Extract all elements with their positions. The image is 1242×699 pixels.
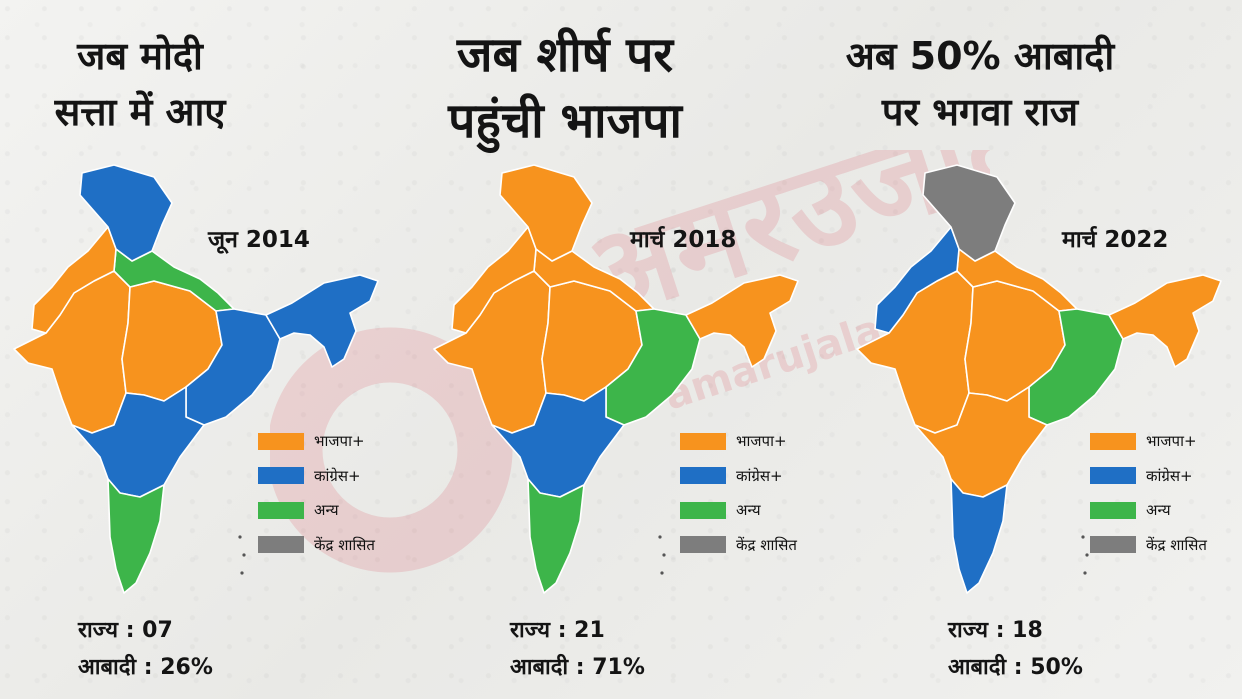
legend-swatch [258, 501, 304, 519]
map-island-marker [238, 535, 242, 539]
legend-swatch [680, 501, 726, 519]
map-region-northwest [31, 226, 117, 334]
map-island-marker [240, 571, 244, 575]
legend-swatch [680, 432, 726, 450]
panel-1-heading-line-2: सत्ता में आए [54, 90, 226, 134]
map-island-marker [1083, 571, 1087, 575]
panel-1-states-count: राज्य : 07 [78, 618, 173, 643]
legend-swatch [258, 432, 304, 450]
legend-label: अन्य [736, 501, 761, 520]
panel-1-population-share: आबादी : 26% [78, 655, 213, 680]
legend-swatch [1090, 467, 1136, 485]
map-region-north [499, 164, 593, 262]
legend-item-bjp: भाजपा+ [1090, 424, 1207, 459]
legend-swatch [1090, 501, 1136, 519]
map-island-marker [660, 571, 664, 575]
legend-item-ut: केंद्र शासित [258, 528, 375, 563]
legend-item-bjp: भाजपा+ [680, 424, 797, 459]
legend-item-congress: कांग्रेस+ [1090, 459, 1207, 494]
panel-3-heading-line-2: पर भगवा राज [881, 90, 1079, 134]
panel-2-legend: भाजपा+ कांग्रेस+ अन्य केंद्र शासित [680, 424, 797, 562]
panel-3-heading-line-1: अब 50% आबादी [845, 34, 1115, 78]
legend-label: केंद्र शासित [1146, 535, 1207, 554]
panel-1-stats: राज्य : 07 आबादी : 26% [78, 612, 213, 686]
legend-swatch [1090, 536, 1136, 554]
map-region-northeast [265, 274, 379, 368]
legend-label: अन्य [314, 501, 339, 520]
legend-item-ut: केंद्र शासित [680, 528, 797, 563]
map-region-deep-south [527, 478, 585, 594]
legend-label: केंद्र शासित [736, 535, 797, 554]
map-island-marker [1081, 535, 1085, 539]
panel-3-states-count: राज्य : 18 [948, 618, 1043, 643]
legend-swatch [258, 467, 304, 485]
panel-2-heading-line-1: जब शीर्ष पर [456, 27, 674, 83]
legend-label: भाजपा+ [736, 432, 787, 451]
panel-2-india-map [433, 164, 799, 594]
map-region-northeast [1108, 274, 1222, 368]
legend-label: कांग्रेस+ [314, 466, 361, 485]
legend-swatch [680, 536, 726, 554]
legend-label: भाजपा+ [314, 432, 365, 451]
map-island-marker [658, 535, 662, 539]
legend-swatch [258, 536, 304, 554]
panel-3-stats: राज्य : 18 आबादी : 50% [948, 612, 1083, 686]
panel-3-heading: अब 50% आबादी पर भगवा राज [790, 28, 1170, 140]
legend-item-congress: कांग्रेस+ [680, 459, 797, 494]
panel-1-legend: भाजपा+ कांग्रेस+ अन्य केंद्र शासित [258, 424, 375, 562]
legend-label: कांग्रेस+ [736, 466, 783, 485]
legend-item-other: अन्य [680, 493, 797, 528]
map-island-marker [242, 553, 246, 557]
panel-2-heading: जब शीर्ष पर पहुंची भाजपा [395, 22, 735, 154]
panel-3-legend: भाजपा+ कांग्रेस+ अन्य केंद्र शासित [1090, 424, 1207, 562]
legend-label: भाजपा+ [1146, 432, 1197, 451]
legend-item-other: अन्य [258, 493, 375, 528]
map-region-deep-south [107, 478, 165, 594]
panel-3-date: मार्च 2022 [1062, 227, 1169, 253]
panel-2-stats: राज्य : 21 आबादी : 71% [510, 612, 645, 686]
panel-3-india-map [856, 164, 1222, 594]
legend-item-other: अन्य [1090, 493, 1207, 528]
map-island-marker [1085, 553, 1089, 557]
legend-swatch [1090, 432, 1136, 450]
panel-1-heading-line-1: जब मोदी [77, 34, 203, 78]
map-island-marker [662, 553, 666, 557]
panel-2-date: मार्च 2018 [630, 227, 737, 253]
panel-2-heading-line-2: पहुंची भाजपा [448, 93, 682, 149]
map-region-northwest [451, 226, 537, 334]
legend-item-congress: कांग्रेस+ [258, 459, 375, 494]
panel-1-heading: जब मोदी सत्ता में आए [10, 28, 270, 140]
panel-1-india-map [13, 164, 379, 594]
legend-label: कांग्रेस+ [1146, 466, 1193, 485]
panel-2-population-share: आबादी : 71% [510, 655, 645, 680]
panel-3-population-share: आबादी : 50% [948, 655, 1083, 680]
legend-item-ut: केंद्र शासित [1090, 528, 1207, 563]
map-region-northeast [685, 274, 799, 368]
panel-1-date: जून 2014 [208, 227, 310, 253]
legend-item-bjp: भाजपा+ [258, 424, 375, 459]
map-region-north [922, 164, 1016, 262]
map-region-deep-south [950, 478, 1008, 594]
map-region-northwest [874, 226, 960, 334]
legend-label: केंद्र शासित [314, 535, 375, 554]
legend-swatch [680, 467, 726, 485]
legend-label: अन्य [1146, 501, 1171, 520]
map-region-north [79, 164, 173, 262]
panel-2-states-count: राज्य : 21 [510, 618, 605, 643]
